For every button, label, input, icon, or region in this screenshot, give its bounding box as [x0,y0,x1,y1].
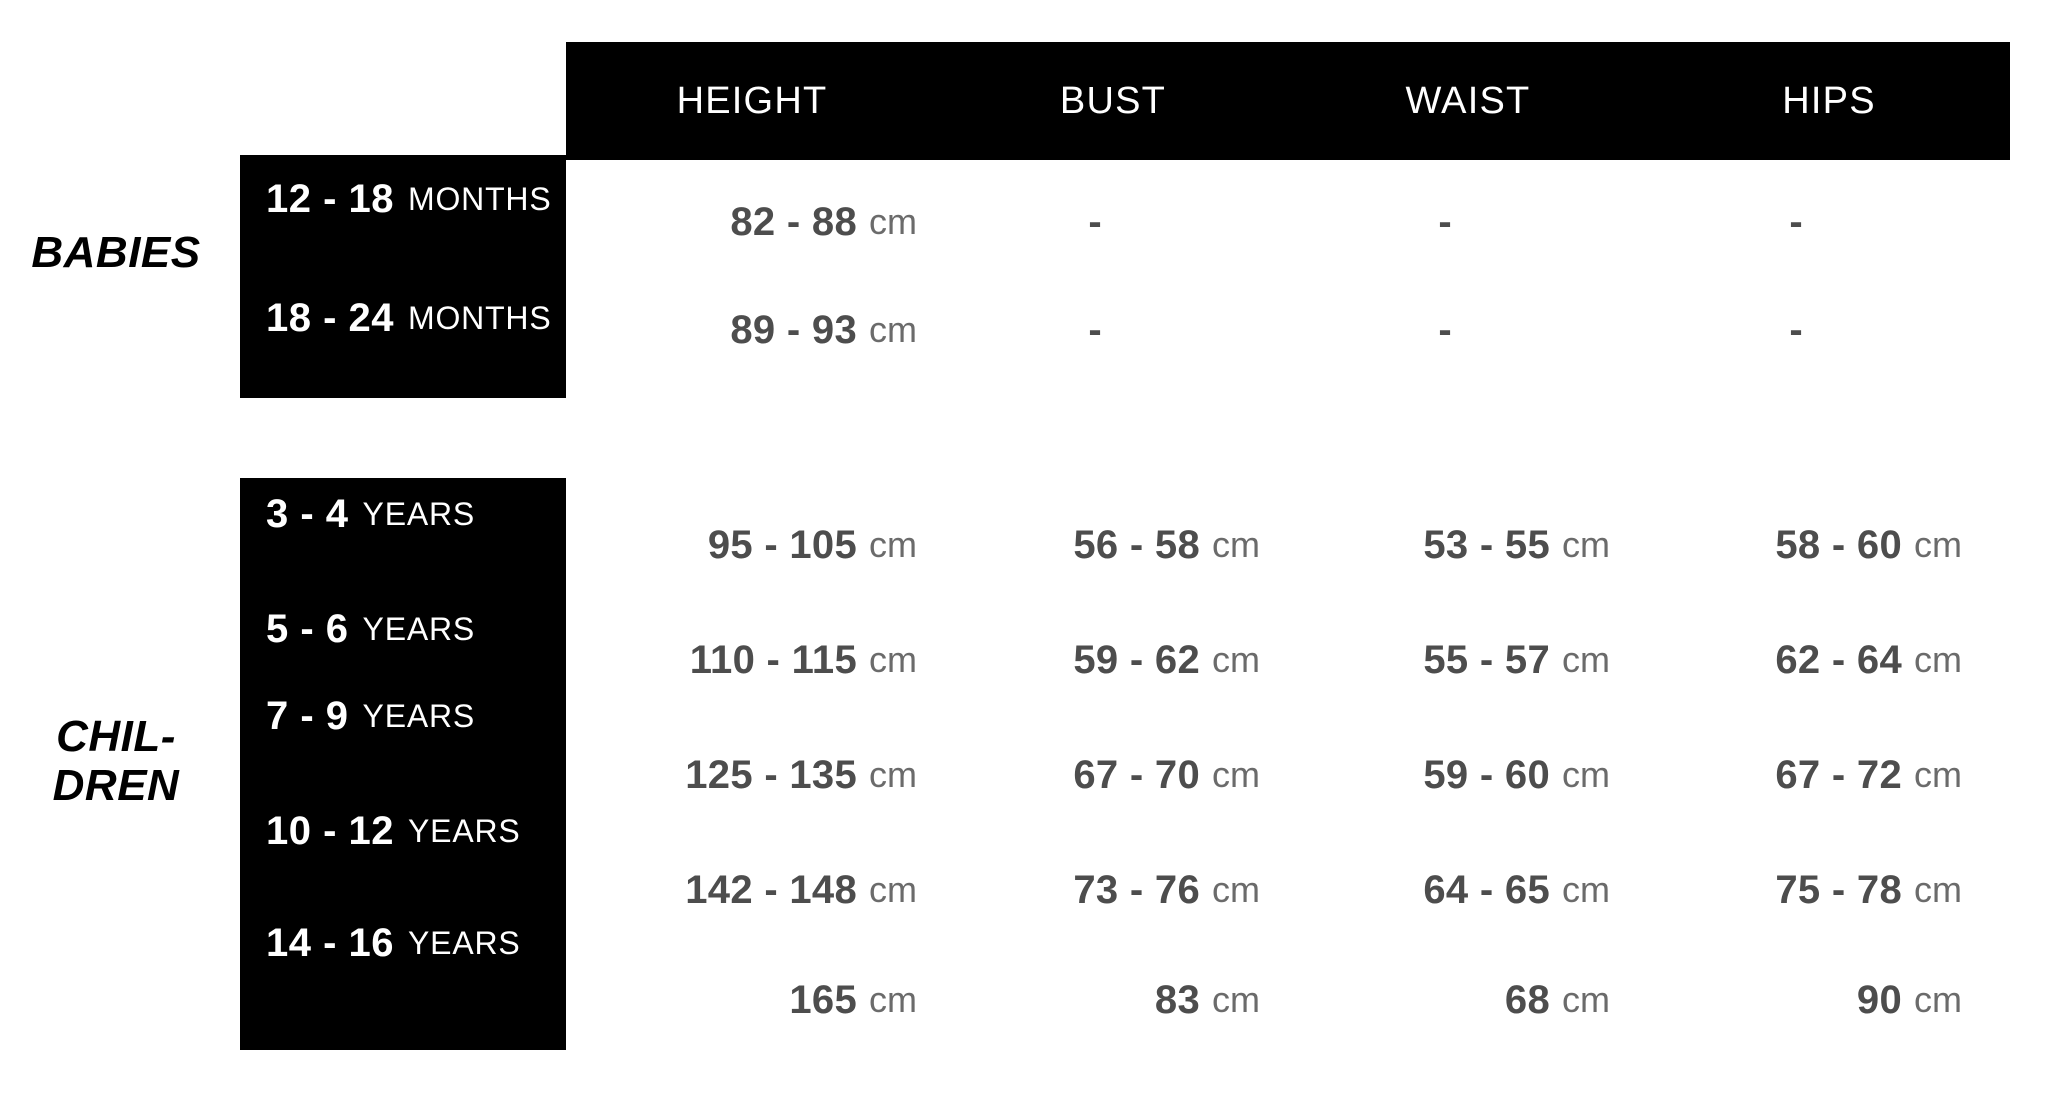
age-unit: YEARS [408,924,521,961]
age-block-children: 3 - 4 YEARS 5 - 6 YEARS 7 - 9 YEARS 10 -… [240,478,566,1050]
value: - [1789,199,1803,244]
age-unit: YEARS [362,697,476,734]
age-block-babies: 12 - 18 MONTHS 18 - 24 MONTHS [240,155,566,398]
column-header-height: HEIGHT [676,79,828,122]
unit: cm [869,309,917,350]
value: 75 - 78 [1775,867,1902,912]
group-label-children: CHIL- DREN [52,712,180,811]
unit: cm [1914,869,1962,910]
value: 165 [789,977,857,1022]
unit: cm [869,639,917,680]
value: - [1088,307,1102,352]
value: 55 - 57 [1423,637,1550,682]
value: 90 [1856,977,1902,1022]
column-header-waist: WAIST [1405,79,1531,122]
value: 56 - 58 [1073,522,1200,567]
age-unit: MONTHS [408,180,552,217]
age-unit: YEARS [362,610,476,647]
age-range: 10 - 12 [266,808,395,853]
value: 83 [1154,977,1200,1022]
unit: cm [1914,524,1962,565]
value: 82 - 88 [730,199,857,244]
age-unit: MONTHS [408,299,552,336]
unit: cm [869,754,917,795]
unit: cm [1212,869,1260,910]
value: 142 - 148 [685,867,857,912]
unit: cm [1562,524,1610,565]
unit: cm [1914,979,1962,1020]
value: 110 - 115 [689,637,857,682]
unit: cm [1562,979,1610,1020]
age-range: 3 - 4 [266,491,349,536]
age-unit: YEARS [408,812,521,849]
value: 89 - 93 [730,307,857,352]
unit: cm [1212,979,1260,1020]
value: 125 - 135 [685,752,857,797]
value: - [1088,199,1102,244]
unit: cm [869,201,917,242]
unit: cm [869,524,917,565]
column-header-bust: BUST [1059,79,1167,122]
unit: cm [1212,524,1260,565]
age-range: 7 - 9 [266,693,349,738]
value: 73 - 76 [1073,867,1200,912]
group-label-babies: BABIES [31,228,201,277]
unit: cm [1914,754,1962,795]
column-header-hips: HIPS [1782,79,1876,122]
unit: cm [1562,754,1610,795]
age-range: 5 - 6 [266,606,349,651]
age-range: 12 - 18 [266,176,395,221]
value: - [1789,307,1803,352]
value: 68 [1504,977,1550,1022]
value: 67 - 70 [1073,752,1200,797]
age-range: 18 - 24 [266,295,395,340]
unit: cm [869,869,917,910]
table-header-row: HEIGHT BUST WAIST HIPS [566,42,2010,160]
unit: cm [1914,639,1962,680]
value: 95 - 105 [707,522,857,567]
unit: cm [1212,754,1260,795]
unit: cm [1562,869,1610,910]
value: - [1438,199,1452,244]
value: 62 - 64 [1775,637,1902,682]
value: 53 - 55 [1423,522,1550,567]
value: 59 - 60 [1423,752,1550,797]
age-unit: YEARS [362,495,476,532]
value: 58 - 60 [1775,522,1902,567]
age-range: 14 - 16 [266,920,395,965]
value: 64 - 65 [1423,867,1550,912]
value: 59 - 62 [1073,637,1200,682]
unit: cm [1562,639,1610,680]
value: 67 - 72 [1775,752,1902,797]
unit: cm [869,979,917,1020]
unit: cm [1212,639,1260,680]
value: - [1438,307,1452,352]
